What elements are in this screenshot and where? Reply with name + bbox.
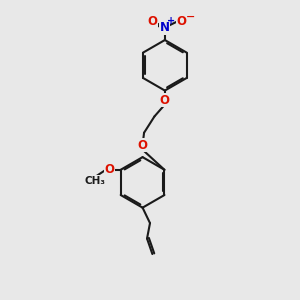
Text: O: O — [138, 139, 148, 152]
Text: O: O — [104, 163, 114, 176]
Text: CH₃: CH₃ — [84, 176, 105, 186]
Text: N: N — [160, 21, 170, 34]
Text: +: + — [167, 16, 175, 26]
Text: O: O — [160, 94, 170, 106]
Text: O: O — [147, 14, 158, 28]
Text: O: O — [176, 14, 186, 28]
Text: −: − — [186, 11, 195, 22]
